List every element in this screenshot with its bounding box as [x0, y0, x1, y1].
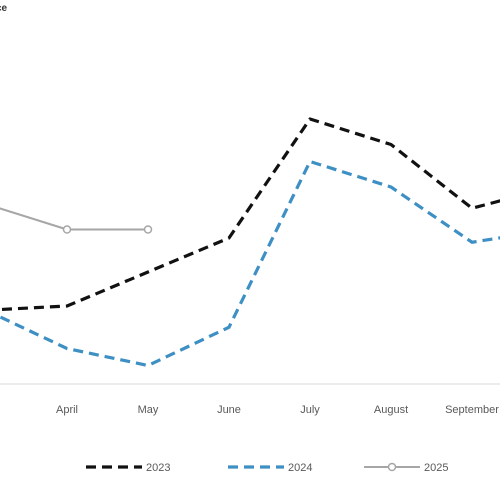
- legend-label-2024: 2024: [288, 462, 312, 474]
- series-line-2025: [0, 207, 148, 231]
- x-tick-label: July: [300, 404, 320, 416]
- x-tick-label: August: [374, 404, 408, 416]
- x-tick-label: September: [445, 404, 499, 416]
- x-tick-label: April: [56, 404, 78, 416]
- x-tick-label: June: [217, 404, 241, 416]
- series-line-2024: [0, 159, 500, 368]
- chart-title: ce: [0, 3, 8, 14]
- legend-marker-2025: [387, 462, 397, 472]
- x-tick-label: May: [138, 404, 159, 416]
- data-point-2025-May: [143, 225, 153, 234]
- legend-label-2025: 2025: [424, 462, 448, 474]
- data-point-2025-April: [62, 225, 72, 234]
- series-line-2023: [0, 117, 500, 312]
- legend-label-2023: 2023: [146, 462, 170, 474]
